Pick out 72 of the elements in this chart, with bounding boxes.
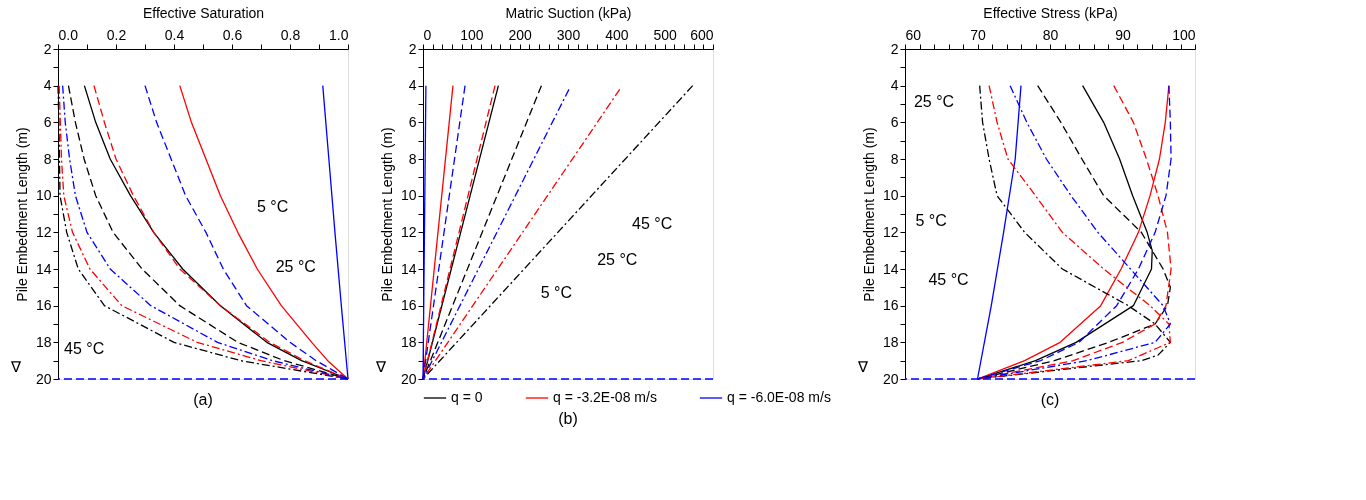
- y-tick-label: 14: [400, 260, 417, 277]
- y-tick-label: 20: [400, 370, 417, 387]
- y-tick-label: 14: [35, 260, 52, 277]
- y-tick-label: 12: [882, 223, 899, 240]
- ref-line-label: ∇: [857, 358, 869, 375]
- x-tick-label: 100: [460, 26, 484, 43]
- text: (c): [1040, 391, 1060, 408]
- x-tick-label: 500: [653, 26, 678, 43]
- x-tick-label: 0.0: [58, 26, 79, 43]
- x-tick-label: 300: [556, 26, 581, 43]
- x-tick-label: 600: [690, 26, 714, 43]
- y-tick-label: 6: [890, 113, 899, 130]
- y-tick-label: 10: [35, 187, 52, 204]
- x-tick-label: 100: [1172, 26, 1196, 43]
- y-tick-label: 12: [400, 223, 417, 240]
- x-tick-label: 80: [1042, 26, 1059, 43]
- annotation: 5 °C: [915, 211, 947, 229]
- y-tick-label: 18: [35, 333, 52, 350]
- annotation: 45 °C: [64, 340, 105, 358]
- legend-label: q = 0: [451, 389, 483, 405]
- x-axis-title: Matric Suction (kPa): [505, 4, 632, 21]
- y-tick-label: 6: [408, 113, 417, 130]
- x-tick-label: 1.0: [329, 26, 349, 43]
- ref-line-label: ∇: [10, 358, 22, 375]
- y-tick-label: 2: [408, 40, 417, 57]
- y-tick-label: 12: [35, 223, 52, 240]
- y-tick-label: 18: [882, 333, 899, 350]
- y-tick-label: 4: [408, 77, 417, 94]
- annotation: 45 °C: [632, 214, 673, 232]
- y-tick-label: 4: [890, 77, 899, 94]
- x-axis-title: Effective Saturation: [142, 4, 265, 21]
- y-tick-label: 20: [882, 370, 899, 387]
- x-tick-label: 0.6: [222, 26, 243, 43]
- y-tick-label: 2: [890, 40, 899, 57]
- y-axis-title: Pile Embedment Length (m): [13, 127, 30, 302]
- x-tick-label: 90: [1115, 26, 1131, 43]
- x-tick-label: 0.2: [106, 26, 127, 43]
- y-tick-label: 16: [400, 297, 417, 314]
- annotation: 25 °C: [275, 257, 316, 275]
- y-tick-label: 20: [35, 370, 52, 387]
- ref-line-label: ∇: [375, 358, 387, 375]
- x-tick-label: 70: [970, 26, 986, 43]
- y-tick-label: 8: [408, 150, 417, 167]
- y-tick-label: 8: [890, 150, 899, 167]
- y-tick-label: 16: [35, 297, 52, 314]
- x-axis-title: Effective Stress (kPa): [983, 4, 1118, 21]
- annotation: 25 °C: [913, 92, 955, 110]
- x-tick-label: 400: [605, 26, 629, 43]
- x-tick-label: 0.4: [164, 26, 185, 43]
- x-tick-label: 200: [508, 26, 533, 43]
- annotation: 5 °C: [540, 284, 573, 302]
- y-tick-label: 6: [43, 113, 52, 130]
- y-axis-title: Pile Embedment Length (m): [860, 127, 877, 302]
- x-tick-label: 60: [905, 26, 922, 43]
- annotation: 25 °C: [597, 251, 638, 269]
- y-tick-label: 10: [882, 187, 899, 204]
- text: (b): [558, 410, 578, 427]
- text: (a): [193, 391, 213, 408]
- legend-label: q = -3.2E-08 m/s: [553, 389, 657, 405]
- annotation: 5 °C: [256, 198, 289, 216]
- x-tick-label: 0.8: [280, 26, 301, 43]
- y-axis-title: Pile Embedment Length (m): [378, 127, 395, 302]
- y-tick-label: 18: [400, 333, 417, 350]
- legend-label: q = -6.0E-08 m/s: [727, 389, 831, 405]
- y-tick-label: 4: [43, 77, 52, 94]
- y-tick-label: 10: [400, 187, 417, 204]
- y-tick-label: 2: [43, 40, 52, 57]
- x-tick-label: 0: [423, 26, 432, 43]
- y-tick-label: 16: [882, 297, 899, 314]
- annotation: 45 °C: [928, 271, 969, 288]
- y-tick-label: 14: [882, 260, 899, 277]
- y-tick-label: 8: [43, 150, 52, 167]
